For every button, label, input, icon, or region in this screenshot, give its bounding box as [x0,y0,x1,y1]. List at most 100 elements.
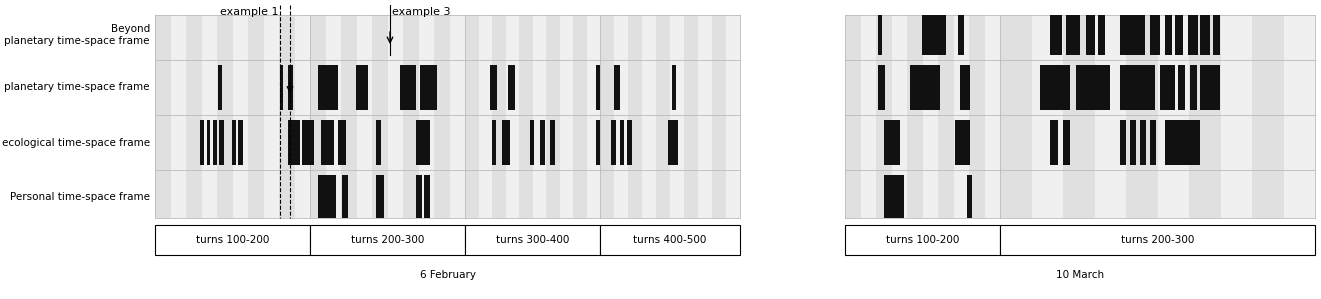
Bar [922,15,946,55]
Bar [199,120,203,165]
Bar [416,120,431,165]
Bar [1221,15,1252,218]
Bar [1252,15,1284,218]
Bar [550,120,555,165]
Bar [697,15,712,218]
Bar [1063,15,1095,218]
Bar [1160,65,1174,110]
Bar [218,65,222,110]
Bar [491,15,506,218]
Bar [490,65,497,110]
Bar [684,15,697,218]
Bar [310,225,465,255]
Text: planetary time-space frame: planetary time-space frame [4,83,151,92]
Bar [612,120,616,165]
Bar [1040,65,1070,110]
Bar [954,15,970,218]
Bar [321,120,334,165]
Bar [310,15,325,218]
Bar [672,65,676,110]
Bar [1178,65,1185,110]
Text: example 1: example 1 [219,7,277,17]
Bar [1129,120,1136,165]
Bar [207,120,210,165]
Bar [530,120,534,165]
Bar [506,15,519,218]
Bar [219,120,225,165]
Bar [1120,15,1145,55]
Bar [155,15,170,218]
Bar [532,15,546,218]
Bar [1063,120,1070,165]
Bar [627,15,642,218]
Bar [1086,15,1095,55]
Bar [1125,15,1157,218]
Bar [967,175,972,218]
Bar [876,15,892,218]
Bar [465,225,600,255]
Text: turns 200-300: turns 200-300 [1120,235,1194,245]
Bar [288,120,300,165]
Bar [509,65,515,110]
Bar [845,225,1000,255]
Bar [878,15,882,55]
Bar [845,15,860,218]
Bar [420,65,437,110]
Bar [376,120,380,165]
Bar [280,65,283,110]
Bar [435,15,449,218]
Bar [217,15,232,218]
Bar [232,120,236,165]
Bar [960,65,970,110]
Bar [1098,15,1104,55]
Bar [400,65,416,110]
Bar [1189,15,1221,218]
Bar [1199,65,1221,110]
Bar [355,65,369,110]
Text: example 3: example 3 [392,7,450,17]
Bar [502,120,510,165]
Text: turns 300-400: turns 300-400 [495,235,569,245]
Bar [1140,120,1147,165]
Bar [1050,120,1058,165]
Bar [478,15,491,218]
Bar [248,15,263,218]
Bar [376,175,384,218]
Bar [342,175,347,218]
Bar [1032,15,1063,218]
Bar [600,225,740,255]
Bar [1120,65,1155,110]
Bar [449,15,465,218]
Bar [416,175,421,218]
Bar [1066,15,1081,55]
Bar [1165,15,1172,55]
Bar [1095,15,1125,218]
Bar [546,15,560,218]
Bar [1000,225,1314,255]
Bar [596,120,600,165]
Text: turns 200-300: turns 200-300 [351,235,424,245]
Bar [712,15,727,218]
Bar [668,120,678,165]
Text: ecological time-space frame: ecological time-space frame [1,138,151,147]
Bar [1199,15,1210,55]
Bar [657,15,670,218]
Bar [1077,65,1110,110]
Bar [373,15,387,218]
Text: Personal time-space frame: Personal time-space frame [11,191,151,202]
Bar [573,15,587,218]
Bar [465,15,478,218]
Bar [232,15,248,218]
Text: 10 March: 10 March [1055,270,1104,280]
Bar [614,65,620,110]
Bar [263,15,279,218]
Bar [540,120,546,165]
Bar [642,15,657,218]
Text: turns 100-200: turns 100-200 [886,235,959,245]
Bar [357,15,373,218]
Bar [1188,15,1198,55]
Bar [1151,15,1160,55]
Bar [892,15,908,218]
Bar [325,15,341,218]
Bar [519,15,532,218]
